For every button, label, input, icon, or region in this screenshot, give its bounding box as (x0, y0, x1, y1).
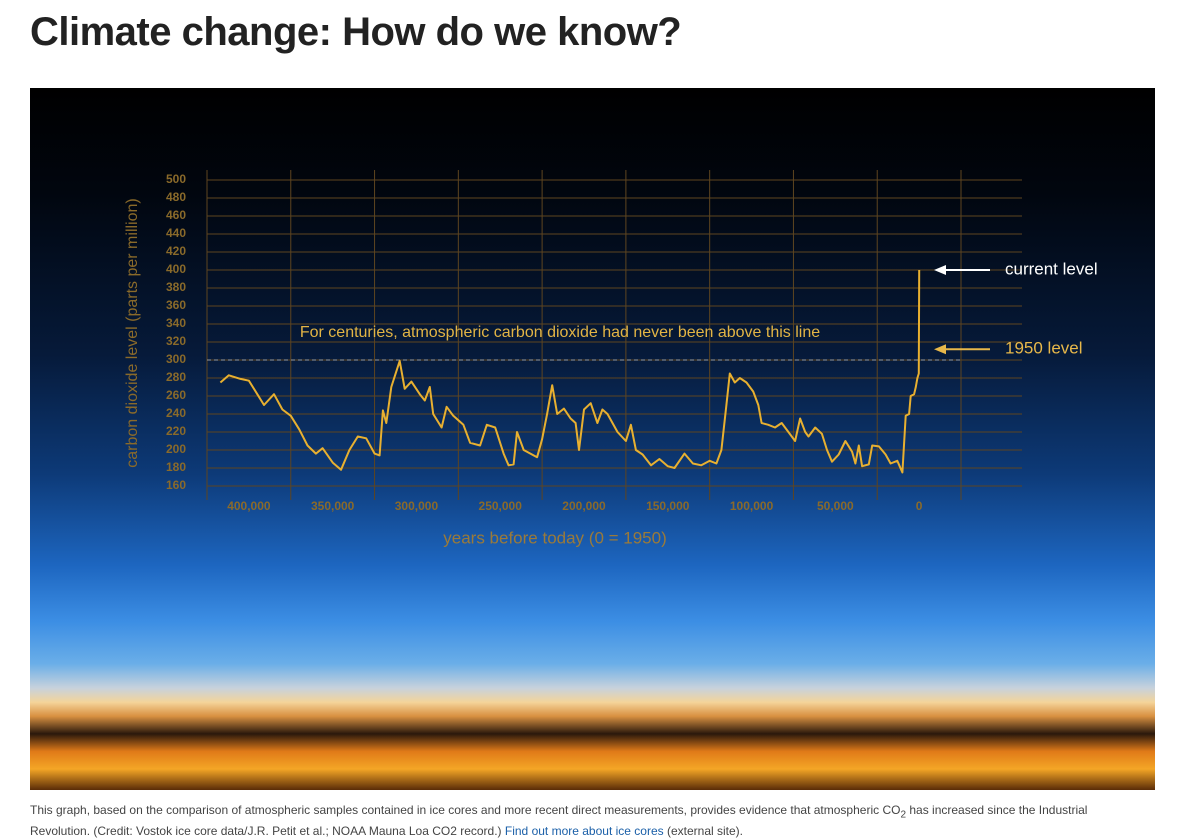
arrow-head (934, 265, 946, 275)
y-tick-label: 220 (166, 424, 186, 438)
y-tick-label: 460 (166, 208, 186, 222)
reference-label: For centuries, atmospheric carbon dioxid… (300, 324, 820, 341)
x-axis-label: years before today (0 = 1950) (443, 528, 667, 547)
y-tick-label: 400 (166, 262, 186, 276)
y-tick-label: 300 (166, 352, 186, 366)
y-tick-label: 280 (166, 370, 186, 384)
caption-text: (external site). (663, 824, 743, 839)
y-tick-label: 180 (166, 460, 186, 474)
y-tick-label: 440 (166, 226, 186, 240)
x-tick-label: 200,000 (562, 499, 606, 513)
y-tick-label: 240 (166, 406, 186, 420)
y-tick-label: 420 (166, 244, 186, 258)
data-line (219, 269, 921, 474)
caption: This graph, based on the comparison of a… (30, 802, 1150, 839)
y-tick-label: 320 (166, 334, 186, 348)
page-title: Climate change: How do we know? (30, 10, 682, 54)
y-tick-label: 200 (166, 442, 186, 456)
caption-link[interactable]: Find out more about ice cores (504, 824, 664, 839)
y-tick-label: 380 (166, 280, 186, 294)
x-tick-label: 0 (916, 499, 923, 513)
arrow-head (934, 344, 946, 355)
x-tick-label: 400,000 (227, 499, 271, 513)
y-tick-label: 260 (166, 388, 186, 402)
y-axis-label: carbon dioxide level (parts per million) (124, 198, 141, 467)
y-tick-label: 480 (166, 190, 186, 204)
y-tick-label: 500 (166, 172, 186, 186)
x-tick-label: 100,000 (730, 499, 774, 513)
x-tick-label: 300,000 (395, 499, 439, 513)
x-tick-label: 250,000 (479, 499, 523, 513)
annotation-label: 1950 level (1005, 339, 1083, 358)
caption-text: This graph, based on the comparison of a… (30, 803, 901, 817)
caption-subscript: 2 (900, 809, 907, 821)
x-tick-label: 50,000 (817, 499, 854, 513)
y-tick-label: 340 (166, 316, 186, 330)
annotation-label: current level (1005, 259, 1098, 278)
caption-text: has increased since the Industrial Revol… (30, 803, 1088, 839)
x-tick-label: 350,000 (311, 499, 355, 513)
chart-image (30, 88, 1155, 790)
y-tick-label: 360 (166, 298, 186, 312)
x-tick-label: 150,000 (646, 499, 690, 513)
y-tick-label: 160 (166, 478, 186, 492)
